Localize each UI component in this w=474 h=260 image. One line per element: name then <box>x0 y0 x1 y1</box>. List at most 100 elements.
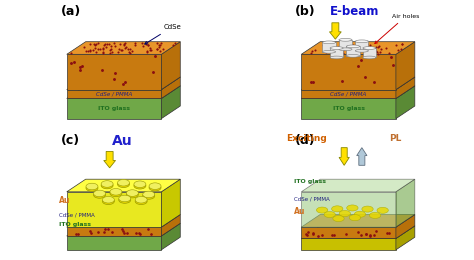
Point <box>315 234 322 238</box>
Ellipse shape <box>118 179 129 186</box>
Ellipse shape <box>149 183 161 190</box>
Point <box>355 64 362 68</box>
Ellipse shape <box>356 49 368 52</box>
Text: Au: Au <box>112 134 133 148</box>
Point <box>389 63 397 68</box>
Ellipse shape <box>324 211 336 218</box>
Text: Air holes: Air holes <box>375 14 419 44</box>
Point <box>87 231 95 235</box>
Point <box>371 80 378 84</box>
Text: Au: Au <box>294 207 305 217</box>
Point <box>387 55 394 59</box>
Point <box>372 229 380 233</box>
Point <box>309 80 317 84</box>
Polygon shape <box>301 99 396 119</box>
Ellipse shape <box>354 211 365 217</box>
Point <box>109 230 116 234</box>
Point <box>362 232 370 236</box>
Polygon shape <box>396 77 415 99</box>
Point <box>73 232 80 236</box>
Polygon shape <box>301 226 415 238</box>
Ellipse shape <box>86 183 98 190</box>
Point <box>357 232 365 237</box>
Polygon shape <box>301 86 415 99</box>
Point <box>343 232 350 236</box>
Text: ITO glass: ITO glass <box>294 179 326 184</box>
Point <box>366 234 374 238</box>
Point <box>385 230 393 235</box>
Point <box>150 69 157 74</box>
Point <box>67 60 74 64</box>
FancyArrow shape <box>104 151 116 168</box>
Ellipse shape <box>363 47 376 49</box>
Point <box>78 64 85 68</box>
Polygon shape <box>301 179 415 192</box>
Point <box>104 227 111 231</box>
Point <box>357 58 365 62</box>
Text: (d): (d) <box>295 134 316 147</box>
Point <box>303 232 310 236</box>
Ellipse shape <box>143 193 155 199</box>
Polygon shape <box>301 90 396 99</box>
Polygon shape <box>67 214 180 227</box>
Polygon shape <box>301 77 415 90</box>
Text: PL: PL <box>390 134 402 143</box>
Text: (b): (b) <box>295 5 316 18</box>
Text: CdSe / PMMA: CdSe / PMMA <box>330 92 367 96</box>
Text: CdSe / PMMA: CdSe / PMMA <box>96 92 132 96</box>
Bar <box>346 46 360 56</box>
Ellipse shape <box>317 207 328 213</box>
Text: CdSe / PMMA: CdSe / PMMA <box>294 197 329 202</box>
Point <box>124 231 131 235</box>
Point <box>354 230 362 234</box>
Point <box>98 68 106 72</box>
Bar <box>356 41 368 51</box>
Polygon shape <box>161 42 180 90</box>
Ellipse shape <box>332 206 343 212</box>
Point <box>309 231 317 236</box>
Text: ITO glass: ITO glass <box>98 106 130 111</box>
Point <box>364 54 372 58</box>
Point <box>110 77 118 81</box>
Point <box>133 231 140 235</box>
Point <box>303 233 311 237</box>
Ellipse shape <box>339 38 352 41</box>
Polygon shape <box>67 90 161 99</box>
Point <box>120 231 128 235</box>
FancyArrow shape <box>329 23 341 39</box>
Point <box>338 79 346 83</box>
Polygon shape <box>67 77 180 90</box>
Ellipse shape <box>346 45 360 48</box>
Ellipse shape <box>135 198 147 205</box>
Ellipse shape <box>330 56 343 59</box>
Point <box>144 226 152 231</box>
Point <box>118 227 126 231</box>
Point <box>111 70 119 75</box>
Ellipse shape <box>369 212 381 218</box>
Ellipse shape <box>322 50 336 53</box>
Polygon shape <box>301 192 396 227</box>
Polygon shape <box>161 214 180 236</box>
Point <box>152 54 159 58</box>
Point <box>100 230 108 234</box>
Polygon shape <box>67 179 180 192</box>
Polygon shape <box>161 86 180 119</box>
Point <box>304 230 312 235</box>
Polygon shape <box>67 223 180 236</box>
Ellipse shape <box>356 40 368 43</box>
Point <box>137 232 144 236</box>
Point <box>135 231 143 235</box>
Polygon shape <box>396 86 415 119</box>
Point <box>86 229 93 233</box>
Point <box>76 64 83 69</box>
Text: Au: Au <box>59 196 71 205</box>
Bar <box>330 48 343 57</box>
Ellipse shape <box>362 206 373 212</box>
Ellipse shape <box>134 183 146 189</box>
Polygon shape <box>67 99 161 119</box>
Point <box>330 233 337 237</box>
Polygon shape <box>67 54 161 90</box>
Ellipse shape <box>101 181 113 187</box>
Ellipse shape <box>377 207 388 213</box>
Text: E-beam: E-beam <box>329 5 379 18</box>
